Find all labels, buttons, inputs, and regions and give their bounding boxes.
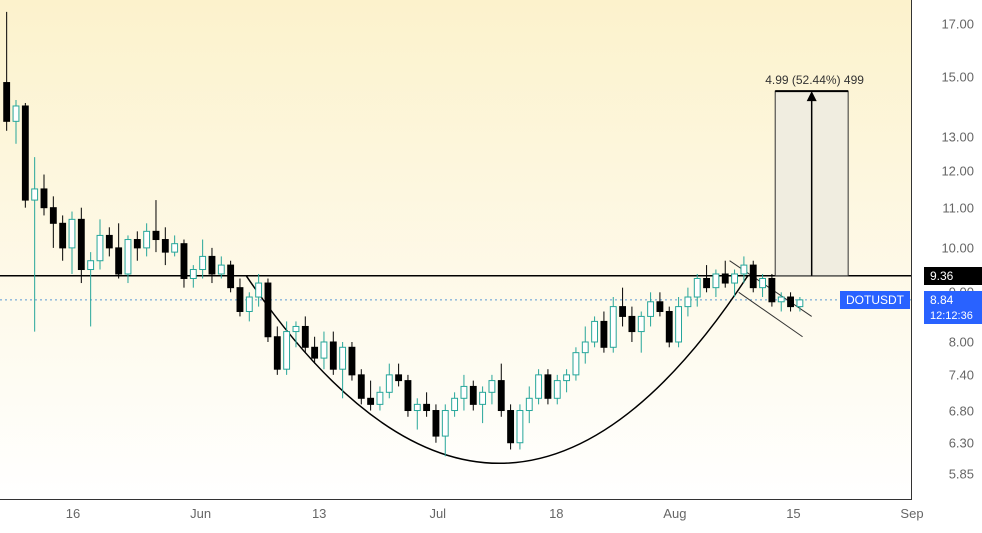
neckline-price-tag: 9.36 <box>924 267 982 285</box>
y-tick-label: 13.00 <box>941 130 974 145</box>
x-tick-label: Sep <box>900 506 923 521</box>
y-tick-label: 8.00 <box>949 334 974 349</box>
x-tick-label: 15 <box>786 506 800 521</box>
x-tick-label: Aug <box>663 506 686 521</box>
symbol-tag: DOTUSDT <box>840 291 910 309</box>
x-tick-label: Jul <box>429 506 446 521</box>
current-price: 8.84 <box>930 293 953 307</box>
y-tick-label: 6.80 <box>949 403 974 418</box>
neckline-price: 9.36 <box>930 269 953 283</box>
countdown-tag: 12:12:36 <box>924 308 982 324</box>
x-axis: 16Jun13Jul18Aug15Sep <box>0 499 912 533</box>
countdown: 12:12:36 <box>930 310 973 322</box>
y-tick-label: 7.40 <box>949 367 974 382</box>
y-tick-label: 5.85 <box>949 466 974 481</box>
symbol-label: DOTUSDT <box>846 293 904 307</box>
chart-container: 17.0015.0013.0012.0011.0010.009.008.007.… <box>0 0 982 533</box>
y-tick-label: 11.00 <box>942 200 974 215</box>
y-tick-label: 12.00 <box>941 163 974 178</box>
x-tick-label: 16 <box>66 506 80 521</box>
y-axis: 17.0015.0013.0012.0011.0010.009.008.007.… <box>911 0 982 500</box>
y-tick-label: 17.00 <box>941 17 974 32</box>
x-tick-label: Jun <box>190 506 211 521</box>
x-tick-label: 18 <box>549 506 563 521</box>
current-price-tag: 8.84 <box>924 291 982 309</box>
y-tick-label: 15.00 <box>941 69 974 84</box>
y-tick-label: 10.00 <box>941 240 974 255</box>
y-tick-label: 6.30 <box>949 435 974 450</box>
measure-text: 4.99 (52.44%) 499 <box>765 73 864 87</box>
measure-annotation: 4.99 (52.44%) 499 <box>765 73 864 87</box>
x-tick-label: 13 <box>312 506 326 521</box>
